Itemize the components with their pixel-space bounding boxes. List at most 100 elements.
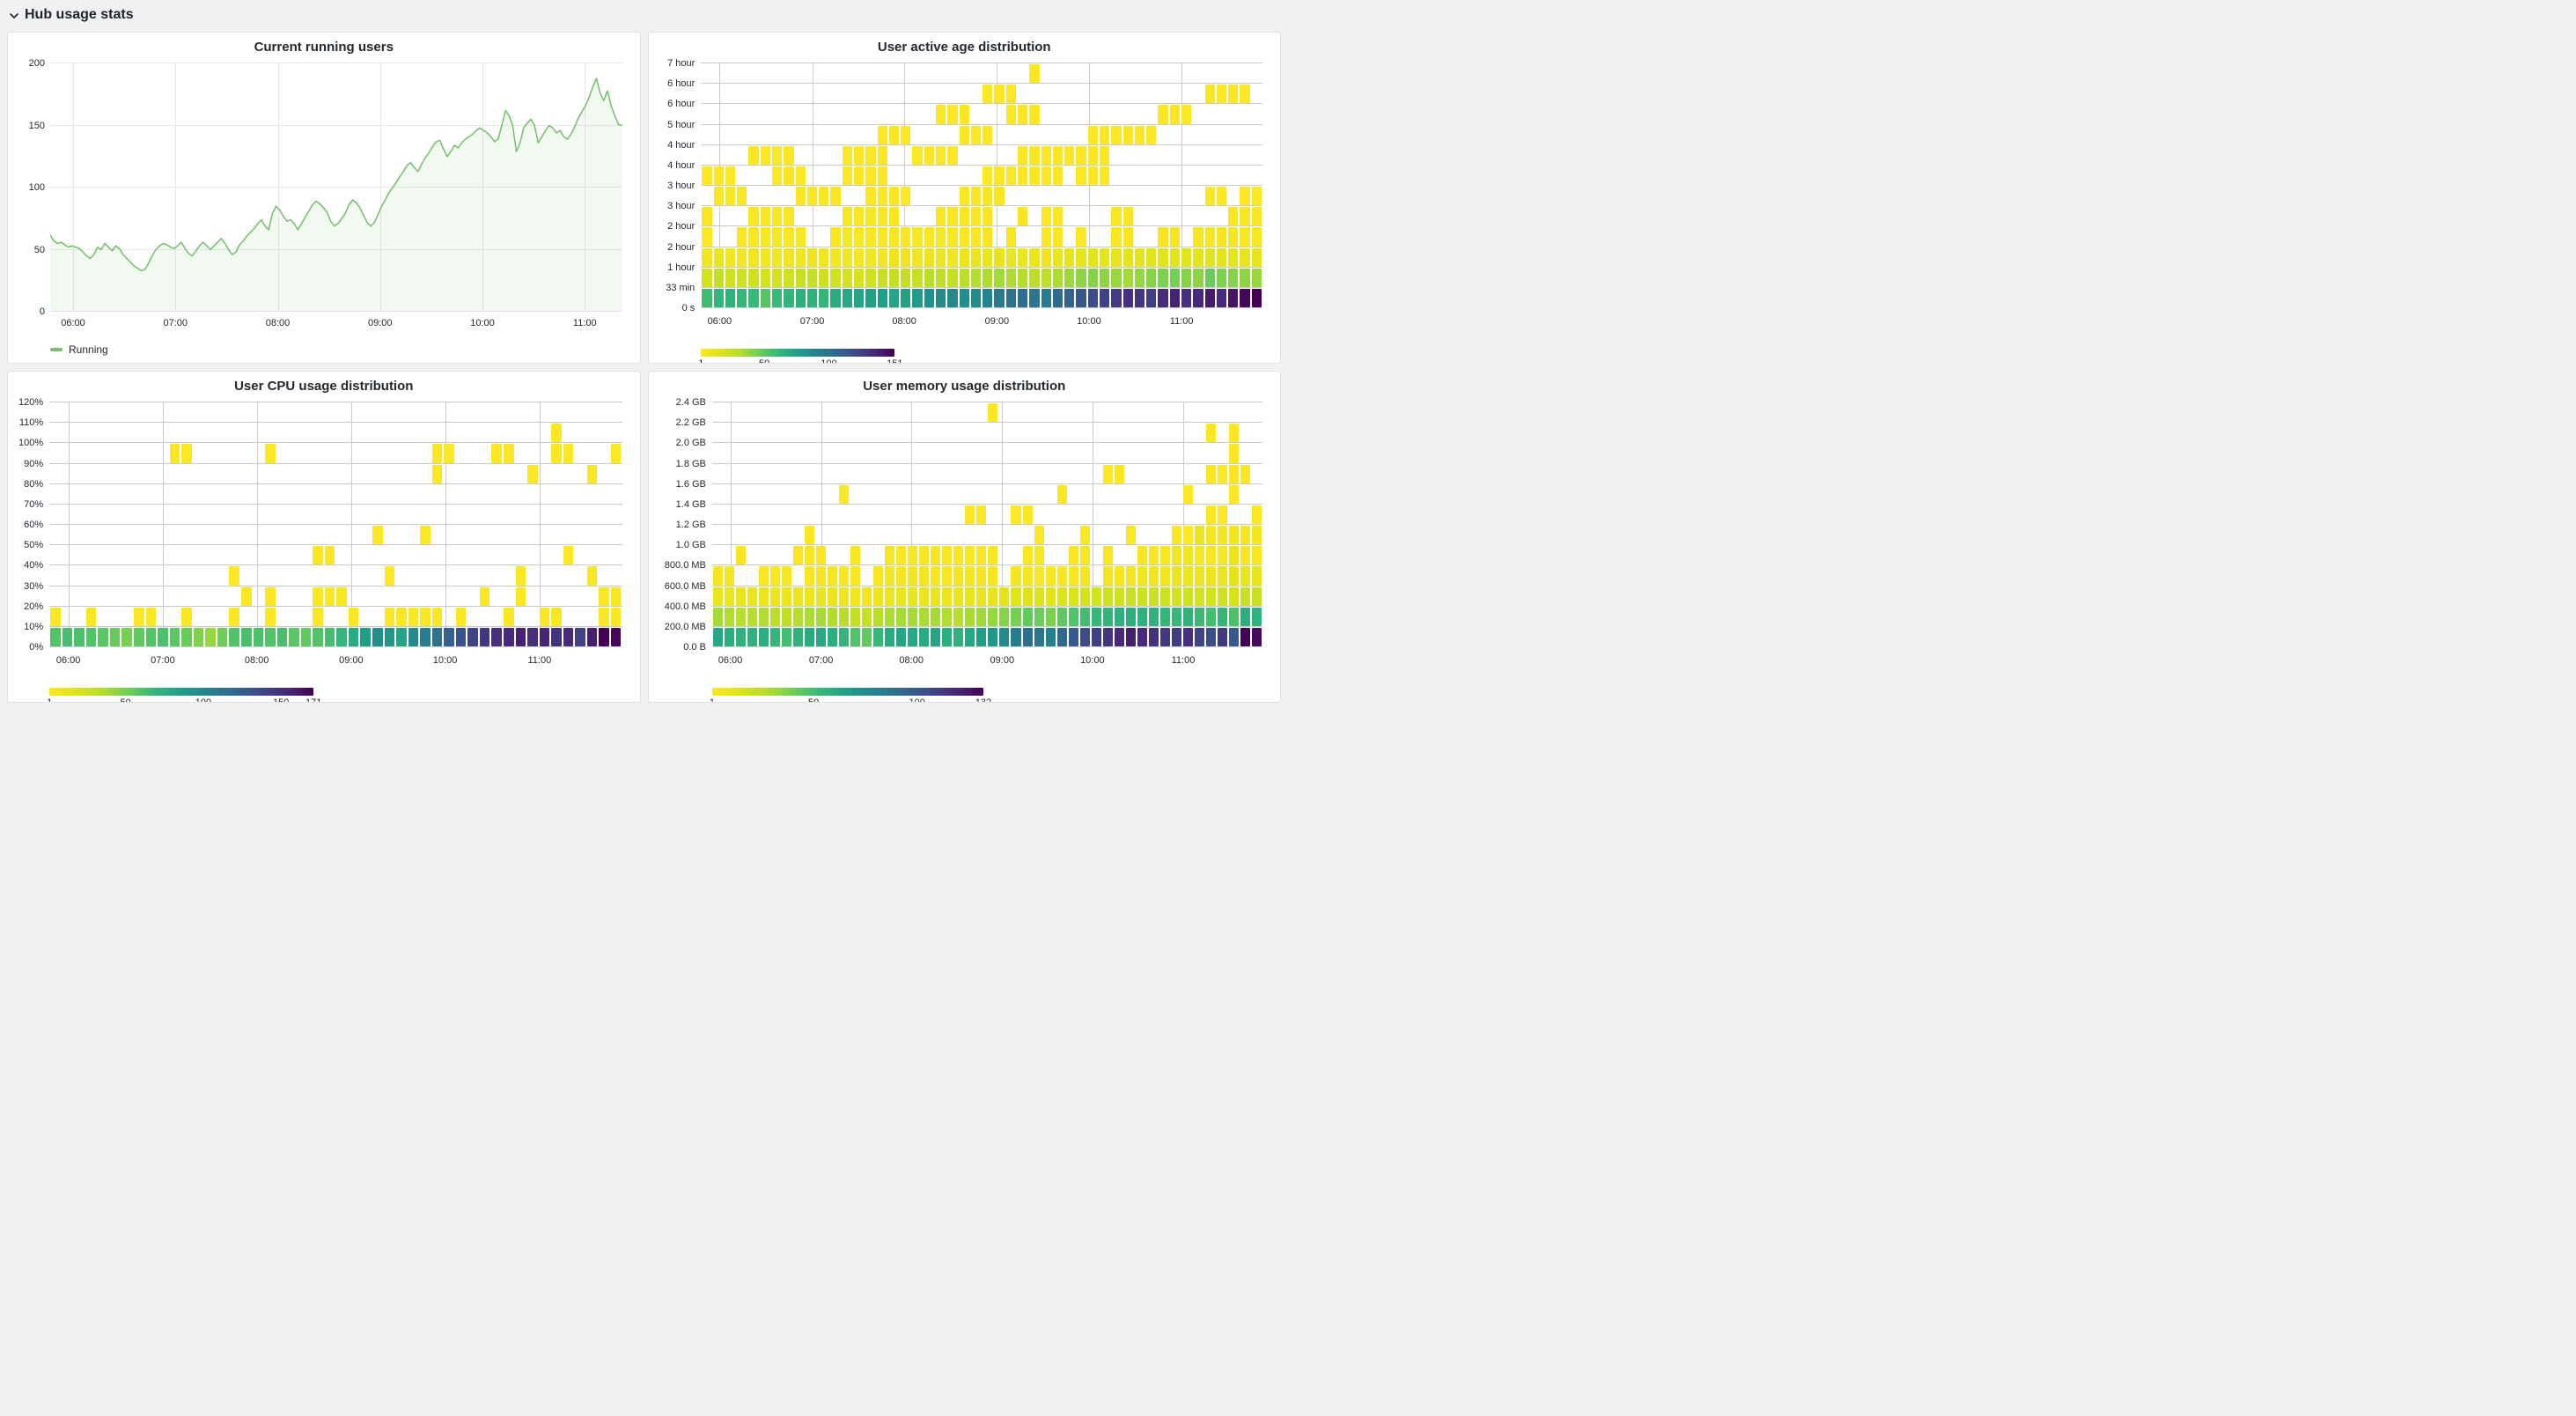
heatmap-cell <box>1052 227 1064 247</box>
heatmap-cell <box>1251 627 1262 646</box>
heatmap-cell <box>782 566 792 586</box>
heatmap-cell <box>924 227 934 247</box>
heatmap-cell <box>772 166 783 185</box>
grid-line <box>50 187 622 188</box>
panel-title[interactable]: Current running users <box>254 40 394 55</box>
heatmap-cell <box>919 607 930 626</box>
heatmap-cell <box>1068 607 1078 626</box>
grid-line <box>539 402 541 647</box>
heatmap-cell <box>1171 566 1181 586</box>
heatmap-cell <box>1011 607 1021 626</box>
grid-line <box>256 402 258 647</box>
heatmap-cell <box>806 268 818 287</box>
heatmap-cell <box>85 607 97 626</box>
y-axis-tick-label: 70% <box>24 498 44 510</box>
panel-title[interactable]: User CPU usage distribution <box>234 379 414 394</box>
heatmap-cell <box>1137 627 1147 646</box>
heatmap-cell <box>965 505 975 524</box>
heatmap-cell <box>336 586 347 606</box>
chart-user-memory-usage-distribution[interactable]: 0.0 B 200.0 MB 400.0 MB 600.0 MB 800.0 MB 1.0… <box>656 395 1274 702</box>
heatmap-cell <box>1022 586 1033 606</box>
heatmap-cell <box>842 166 852 185</box>
heatmap-cell <box>839 566 850 586</box>
heatmap-cell <box>62 627 73 646</box>
heatmap-cell <box>819 187 829 206</box>
chevron-down-icon[interactable] <box>9 10 19 20</box>
heatmap-plot-area[interactable]: 0.0 B 200.0 MB 400.0 MB 600.0 MB 800.0 MB 1.0… <box>665 397 1262 666</box>
heatmap-cell <box>942 627 953 646</box>
heatmap-plot-area[interactable]: 0 s 33 min 1 hour 2 hour 2 hour 3 hour 3 hour 4… <box>666 58 1262 327</box>
heatmap-cell <box>988 607 998 626</box>
grid-line <box>72 63 74 312</box>
heatmap-cell <box>713 187 724 206</box>
y-axis-tick-label: 2 hour <box>667 221 696 232</box>
heatmap-cell <box>816 546 827 565</box>
heatmap-cell <box>888 227 900 247</box>
heatmap-cell <box>854 288 865 307</box>
heatmap-cell <box>760 145 770 165</box>
heatmap-cell <box>1240 268 1250 287</box>
panel-title[interactable]: User active age distribution <box>877 40 1051 55</box>
grid-line <box>911 402 913 647</box>
heatmap-cell <box>1045 566 1056 586</box>
heatmap-cell <box>713 268 724 287</box>
grid-line <box>445 402 446 647</box>
heatmap-cell <box>599 586 609 606</box>
legend-item-running[interactable]: Running <box>50 343 108 356</box>
section-header-hub-usage-stats[interactable]: Hub usage stats <box>9 0 134 30</box>
heatmap-cell <box>408 607 419 626</box>
grid-line <box>730 402 732 647</box>
heatmap-cell <box>877 187 887 206</box>
x-axis-tick-label: 06:00 <box>55 655 81 666</box>
heatmap-cell <box>873 586 884 606</box>
heatmap-cell <box>610 627 622 646</box>
heatmap-cell <box>1034 627 1044 646</box>
x-axis-tick-label: 09:00 <box>990 655 1015 666</box>
heatmap-cell <box>1194 607 1204 626</box>
chart-current-running-users[interactable]: 0 50 100 150 200 06:00 07:00 08:00 09:00 10:00 11:… <box>15 56 633 358</box>
heatmap-cell <box>109 627 121 646</box>
heatmap-cell <box>839 627 850 646</box>
heatmap-cell <box>806 187 818 206</box>
heatmap-cell <box>942 586 953 606</box>
heatmap-cell <box>1122 125 1133 144</box>
heatmap-cell <box>959 187 969 206</box>
heatmap-cell <box>1169 268 1180 287</box>
heatmap-cell <box>610 444 622 463</box>
heatmap-cell <box>1228 247 1239 267</box>
heatmap-cell <box>782 607 792 626</box>
heatmap-cell <box>1181 247 1192 267</box>
heatmap-cell <box>1134 247 1145 267</box>
heatmap-cell <box>947 145 958 165</box>
heatmap-cell <box>1029 247 1040 267</box>
heatmap-cell <box>702 207 712 226</box>
heatmap-plot-area[interactable]: 0% 10% 20% 30% 40% 50% 60% 70% 80% 90% 100% 110% 120… <box>18 397 622 666</box>
y-axis-tick-label: 7 hour <box>667 58 696 69</box>
heatmap-cell <box>772 227 783 247</box>
grid-line <box>711 422 1262 424</box>
chart-user-active-age-distribution[interactable]: 0 s 33 min 1 hour 2 hour 2 hour 3 hour 3 hour 4… <box>656 56 1274 363</box>
heatmap-cell <box>712 607 723 626</box>
heatmap-cell <box>724 586 734 606</box>
heatmap-cell <box>805 586 815 606</box>
heatmap-cell <box>983 207 993 226</box>
heatmap-cell <box>877 125 887 144</box>
chart-user-cpu-usage-distribution[interactable]: 0% 10% 20% 30% 40% 50% 60% 70% 80% 90% 100% 110% 120… <box>15 395 633 702</box>
heatmap-cell <box>854 145 865 165</box>
heatmap-cell <box>384 607 395 626</box>
panel-title[interactable]: User memory usage distribution <box>863 379 1066 394</box>
heatmap-cell <box>888 187 900 206</box>
heatmap-cell <box>1087 166 1098 185</box>
y-axis-tick-label: 2.2 GB <box>675 417 706 429</box>
grid-line <box>821 402 822 647</box>
y-axis-tick-label: 200 <box>28 58 45 69</box>
heatmap-cell <box>384 566 395 586</box>
heatmap-cell <box>1114 566 1124 586</box>
grid-line <box>701 185 1262 186</box>
heatmap-cell <box>1125 566 1136 586</box>
heatmap-cell <box>770 586 781 606</box>
heatmap-cell <box>795 268 806 287</box>
heatmap-cell <box>1194 526 1204 545</box>
line-plot-area[interactable]: 0 50 100 150 200 06:00 07:00 08:00 09:00 10:00 11:… <box>29 58 622 328</box>
legend-series-swatch <box>50 348 63 351</box>
